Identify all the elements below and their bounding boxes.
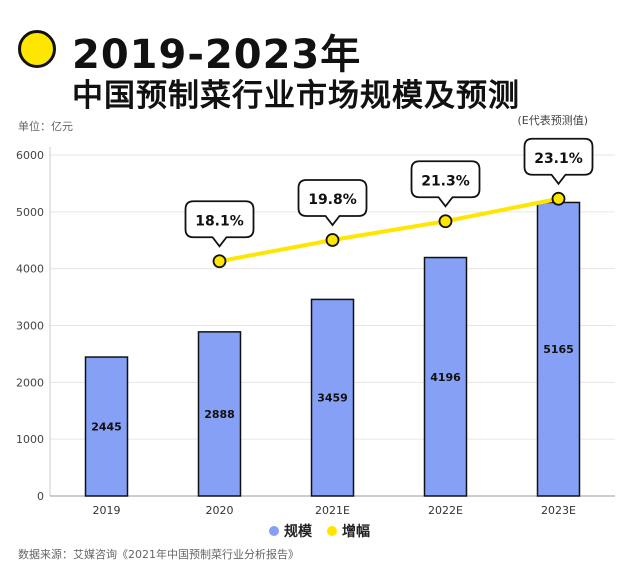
unit-label: 单位：亿元 (18, 120, 73, 133)
growth-value-label: 21.3% (421, 173, 470, 189)
chart-title-line2: 中国预制菜行业市场规模及预测 (72, 78, 520, 114)
chart-title-line1: 2019-2023年 (72, 32, 362, 78)
y-tick-label: 4000 (16, 263, 44, 276)
growth-point (325, 233, 340, 247)
y-tick-label: 6000 (16, 149, 44, 162)
bar-value-label: 2445 (91, 421, 122, 434)
legend-swatch-growth (327, 526, 337, 536)
growth-point (438, 214, 453, 229)
growth-point (212, 254, 227, 269)
growth-value-label: 18.1% (195, 213, 244, 229)
y-tick-label: 0 (37, 490, 44, 503)
bar (423, 256, 468, 497)
legend-label-scale: 规模 (284, 523, 313, 540)
chart-header: 2019-2023年 中国预制菜行业市场规模及预测 (0, 0, 640, 114)
bar-value-label: 4196 (430, 371, 461, 384)
y-tick-label: 3000 (16, 320, 44, 333)
growth-value-label: 23.1% (534, 151, 583, 167)
y-tick-label: 1000 (16, 433, 44, 446)
growth-callout (297, 179, 368, 227)
x-tick-label: 2023E (541, 504, 576, 517)
x-tick-label: 2019 (93, 504, 121, 517)
growth-callout (523, 137, 594, 186)
growth-value-label: 19.8% (308, 192, 357, 208)
growth-line (217, 196, 561, 264)
growth-point (551, 191, 566, 206)
forecast-note: (E代表预测值) (517, 114, 588, 127)
bar-value-label: 3459 (317, 392, 348, 405)
bar (536, 201, 581, 497)
growth-callout (410, 160, 481, 208)
title-bullet-icon (18, 30, 56, 68)
x-tick-label: 2022E (428, 504, 463, 517)
legend-label-growth: 增幅 (342, 523, 370, 540)
growth-callout (184, 200, 255, 248)
y-tick-label: 2000 (16, 376, 44, 389)
bar-value-label: 2888 (204, 408, 235, 421)
source-note: 数据来源：艾媒咨询《2021年中国预制菜行业分析报告》 (18, 548, 299, 561)
x-tick-label: 2020 (206, 504, 234, 517)
x-tick-label: 2021E (315, 504, 350, 517)
y-tick-label: 5000 (16, 206, 44, 219)
bar (310, 298, 355, 497)
bar (197, 331, 242, 497)
bar-value-label: 5165 (543, 343, 574, 356)
bar (84, 356, 129, 497)
legend-swatch-scale (269, 526, 279, 536)
